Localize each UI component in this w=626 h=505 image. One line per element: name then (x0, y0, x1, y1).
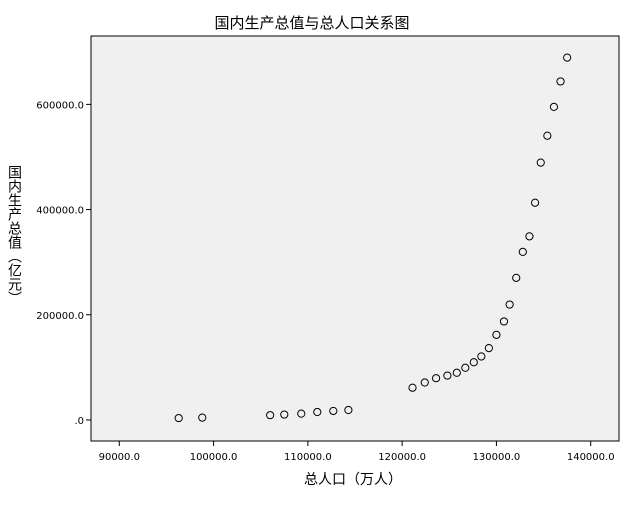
scatter-point (344, 405, 353, 415)
x-tick-label: 140000.0 (567, 452, 615, 463)
scatter-point (536, 158, 545, 167)
scatter-point (530, 198, 540, 207)
x-tick-label: 120000.0 (378, 452, 426, 463)
y-axis: .0 200000.0 400000.0 600000.0 (36, 100, 91, 427)
scatter-point (492, 330, 501, 339)
scatter-point (484, 344, 493, 353)
scatter-point (329, 406, 338, 416)
scatter-point (556, 77, 565, 86)
scatter-point (505, 300, 514, 309)
scatter-point (297, 409, 306, 418)
y-tick-label: 200000.0 (36, 311, 84, 322)
scatter-point (469, 358, 478, 367)
x-tick-label: 130000.0 (473, 452, 521, 463)
x-tick-label: 110000.0 (284, 452, 332, 463)
scatter-point (563, 53, 572, 62)
x-axis: 90000.0 100000.0 110000.0 120000.0 130000.0 1… (99, 441, 615, 463)
scatter-point (461, 363, 470, 372)
chart-title: 国内生产总值与总人口关系图 (214, 14, 409, 32)
y-tick-label: 400000.0 (36, 206, 84, 217)
scatter-point (174, 413, 183, 423)
scatter-point (499, 317, 509, 326)
scatter-point (313, 407, 322, 417)
y-tick-label: 600000.0 (36, 100, 84, 111)
scatter-point (477, 352, 486, 361)
scatter-point (443, 371, 452, 380)
scatter-point (266, 411, 275, 420)
scatter-point (431, 374, 441, 383)
x-axis-title: 总人口（万人） (304, 472, 402, 488)
x-tick-label: 90000.0 (99, 452, 140, 463)
y-axis-title: 国内生产总值（亿元） (6, 165, 22, 305)
scatter-point (280, 410, 289, 419)
scatter-point (525, 232, 534, 241)
data-points (174, 53, 572, 423)
plot-area (90, 35, 620, 442)
scatter-point (549, 102, 559, 112)
scatter-point (452, 368, 461, 377)
scatter-point (198, 413, 207, 422)
x-tick-label: 100000.0 (190, 452, 238, 463)
scatter-point (543, 131, 552, 140)
scatter-point (420, 378, 429, 387)
scatter-point (512, 273, 521, 282)
scatter-point (408, 383, 417, 392)
y-tick-label: .0 (74, 416, 84, 427)
scatter-point (518, 247, 527, 257)
